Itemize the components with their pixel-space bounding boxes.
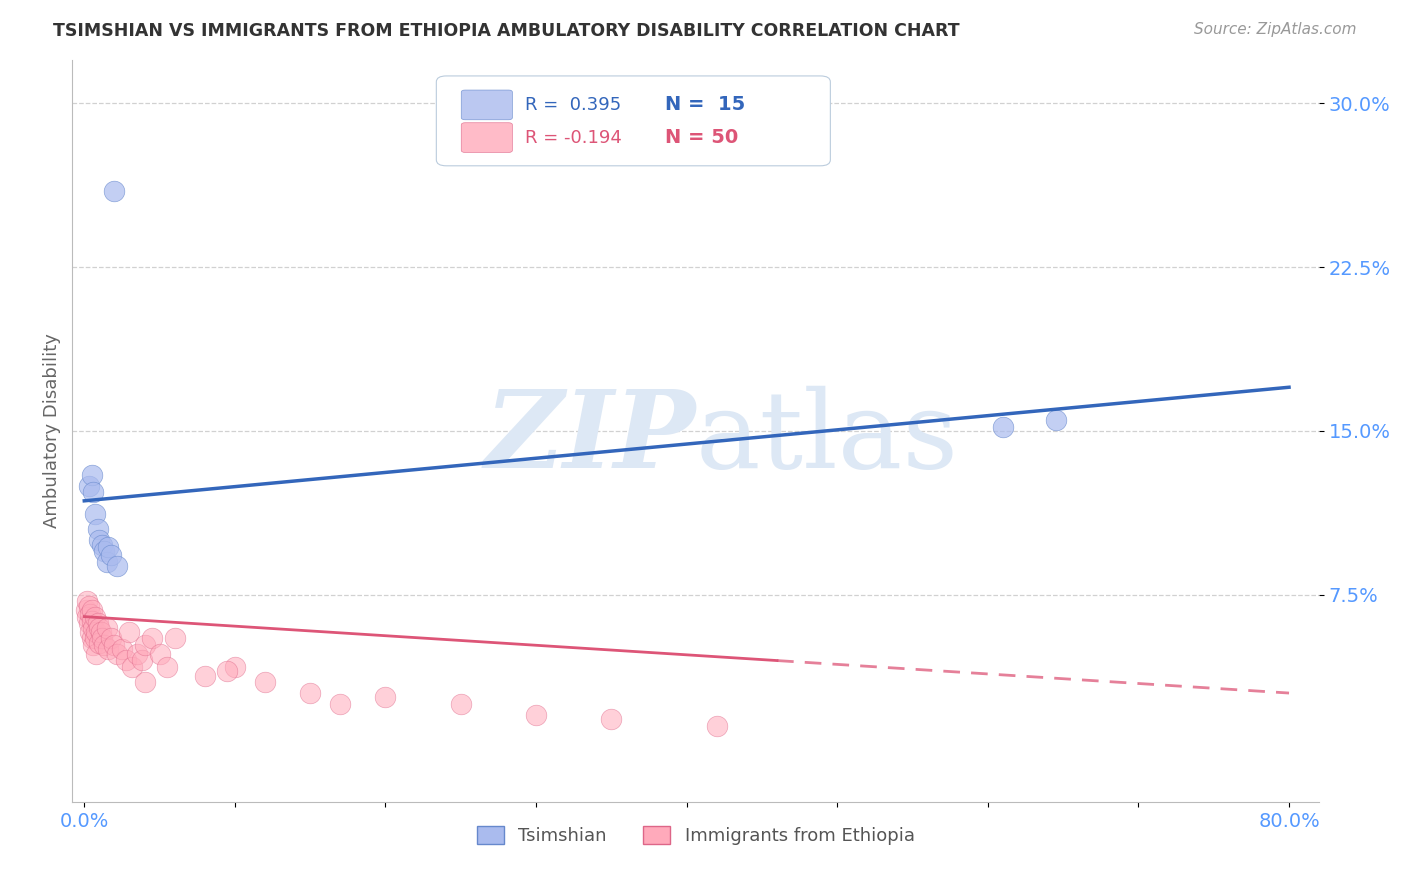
Point	[75, 603, 97, 617]
Point	[77, 616, 100, 631]
Point	[156, 660, 179, 674]
Point	[76, 609, 98, 624]
Point	[87, 616, 110, 631]
Point	[991, 419, 1014, 434]
Point	[253, 675, 276, 690]
Point	[103, 638, 125, 652]
Text: atlas: atlas	[696, 385, 959, 491]
Point	[91, 537, 114, 551]
Point	[299, 686, 322, 700]
Point	[131, 653, 153, 667]
Point	[96, 621, 118, 635]
Point	[115, 653, 138, 667]
Point	[111, 642, 134, 657]
Point	[79, 624, 101, 639]
Point	[80, 603, 103, 617]
Point	[83, 609, 105, 624]
Point	[96, 555, 118, 569]
Text: R =  0.395: R = 0.395	[524, 96, 621, 114]
Point	[125, 647, 148, 661]
Point	[224, 660, 246, 674]
Text: N =  15: N = 15	[665, 95, 745, 114]
Point	[121, 660, 143, 674]
FancyBboxPatch shape	[461, 90, 512, 120]
Point	[600, 712, 623, 726]
Text: N = 50: N = 50	[665, 128, 738, 147]
Point	[86, 624, 108, 639]
Point	[77, 478, 100, 492]
FancyBboxPatch shape	[436, 76, 831, 166]
Point	[91, 632, 114, 646]
Point	[103, 184, 125, 198]
Point	[89, 533, 111, 548]
Point	[194, 668, 217, 682]
Point	[163, 632, 186, 646]
Text: ZIP: ZIP	[484, 385, 696, 491]
Point	[83, 632, 105, 646]
Point	[374, 690, 396, 705]
Point	[141, 632, 163, 646]
Point	[97, 540, 120, 554]
Point	[134, 638, 156, 652]
Point	[77, 599, 100, 613]
Point	[148, 647, 170, 661]
Point	[89, 621, 111, 635]
Point	[79, 607, 101, 622]
Point	[83, 507, 105, 521]
Point	[134, 675, 156, 690]
Point	[217, 664, 239, 678]
Text: R = -0.194: R = -0.194	[524, 128, 621, 146]
Point	[107, 559, 129, 574]
Point	[450, 697, 472, 711]
Point	[89, 636, 111, 650]
Y-axis label: Ambulatory Disability: Ambulatory Disability	[44, 334, 60, 528]
Point	[329, 697, 352, 711]
Point	[86, 647, 108, 661]
Point	[76, 594, 98, 608]
Point	[80, 467, 103, 482]
Point	[100, 632, 122, 646]
Point	[524, 707, 547, 722]
Point	[118, 624, 141, 639]
Text: TSIMSHIAN VS IMMIGRANTS FROM ETHIOPIA AMBULATORY DISABILITY CORRELATION CHART: TSIMSHIAN VS IMMIGRANTS FROM ETHIOPIA AM…	[53, 22, 960, 40]
Point	[82, 621, 104, 635]
Point	[87, 522, 110, 536]
Text: Source: ZipAtlas.com: Source: ZipAtlas.com	[1194, 22, 1357, 37]
Point	[90, 624, 112, 639]
Point	[82, 485, 104, 500]
Point	[82, 638, 104, 652]
Point	[107, 647, 129, 661]
Point	[80, 614, 103, 628]
Point	[97, 642, 120, 657]
Legend: Tsimshian, Immigrants from Ethiopia: Tsimshian, Immigrants from Ethiopia	[477, 826, 914, 846]
Point	[80, 632, 103, 646]
Point	[706, 719, 728, 733]
FancyBboxPatch shape	[461, 123, 512, 153]
Point	[93, 544, 115, 558]
Point	[1045, 413, 1067, 427]
Point	[93, 638, 115, 652]
Point	[100, 549, 122, 563]
